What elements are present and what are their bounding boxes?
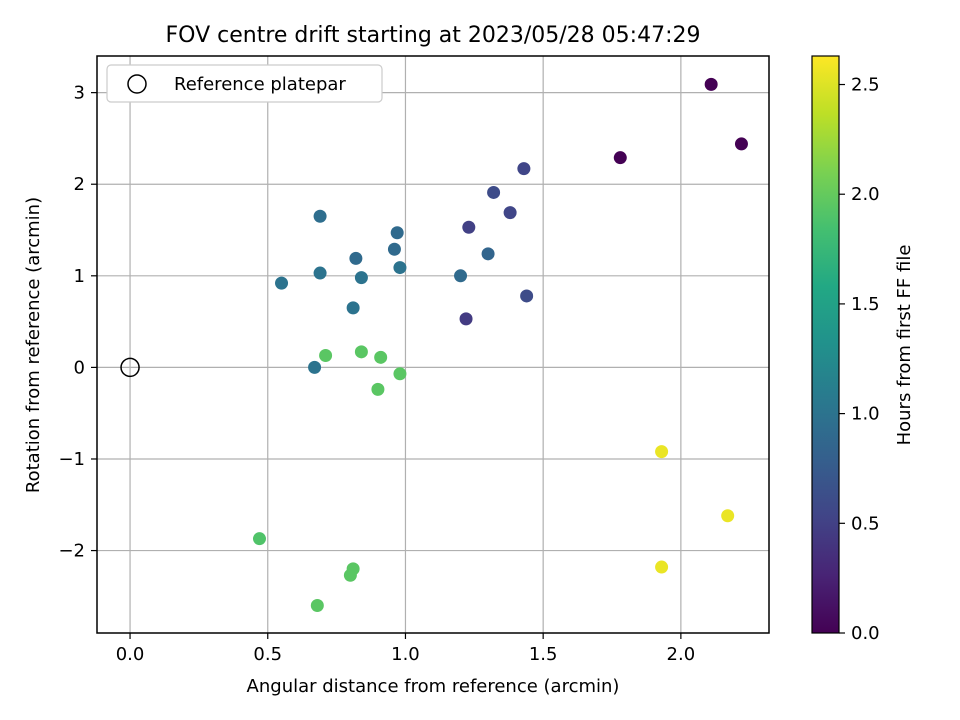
colorbar: 0.0 0.5 1.0 1.5 2.0 2.5 Hours from first FF f… bbox=[811, 55, 915, 644]
data-point bbox=[721, 509, 735, 523]
data-point bbox=[346, 301, 360, 315]
data-point bbox=[319, 348, 333, 362]
data-point bbox=[454, 269, 468, 283]
data-point bbox=[310, 599, 324, 613]
y-tick-label: −2 bbox=[58, 541, 85, 562]
grid-lines bbox=[97, 56, 769, 633]
colorbar-gradient bbox=[811, 55, 840, 634]
y-tick-label: 1 bbox=[74, 266, 85, 287]
data-point bbox=[487, 185, 501, 199]
data-point bbox=[252, 532, 266, 546]
colorbar-tick-label: 0.5 bbox=[851, 513, 880, 534]
x-tick-label: 0.0 bbox=[116, 644, 145, 665]
data-point bbox=[371, 382, 385, 396]
x-tick-label: 1.5 bbox=[529, 644, 558, 665]
data-point bbox=[459, 312, 473, 326]
data-point bbox=[354, 345, 368, 359]
legend-marker-icon bbox=[127, 74, 147, 94]
data-point bbox=[349, 251, 363, 265]
x-tick-label: 2.0 bbox=[667, 644, 696, 665]
y-axis-ticks: −2 −1 0 1 2 3 bbox=[58, 83, 97, 562]
x-axis-ticks: 0.0 0.5 1.0 1.5 2.0 bbox=[116, 633, 695, 665]
data-point bbox=[655, 445, 669, 459]
data-point bbox=[520, 289, 534, 303]
colorbar-tick-label: 0.0 bbox=[851, 623, 880, 644]
data-point bbox=[393, 367, 407, 381]
y-tick-label: −1 bbox=[58, 449, 85, 470]
colorbar-label: Hours from first FF file bbox=[894, 245, 915, 446]
colorbar-ticks: 0.0 0.5 1.0 1.5 2.0 2.5 bbox=[839, 75, 880, 644]
data-point bbox=[387, 242, 401, 256]
reference-marker bbox=[120, 357, 140, 378]
data-point bbox=[374, 350, 388, 364]
data-point bbox=[503, 206, 517, 220]
x-tick-label: 0.5 bbox=[253, 644, 282, 665]
data-point bbox=[275, 276, 289, 290]
data-point bbox=[313, 266, 327, 280]
data-point bbox=[704, 77, 718, 91]
data-point bbox=[354, 271, 368, 285]
data-point bbox=[734, 137, 748, 151]
data-point bbox=[393, 261, 407, 275]
legend: Reference platepar bbox=[106, 64, 383, 103]
data-point bbox=[613, 151, 627, 165]
legend-label: Reference platepar bbox=[174, 74, 346, 95]
y-tick-label: 0 bbox=[74, 357, 85, 378]
x-axis-label: Angular distance from reference (arcmin) bbox=[247, 676, 620, 697]
data-points bbox=[252, 77, 748, 613]
data-point bbox=[462, 220, 476, 234]
y-tick-label: 2 bbox=[74, 174, 85, 195]
colorbar-tick-label: 2.0 bbox=[851, 184, 880, 205]
data-point bbox=[655, 560, 669, 574]
colorbar-tick-label: 1.0 bbox=[851, 404, 880, 425]
data-point bbox=[308, 360, 322, 374]
legend-box bbox=[106, 64, 383, 103]
y-tick-label: 3 bbox=[74, 83, 85, 104]
data-point bbox=[517, 162, 531, 176]
colorbar-tick-label: 2.5 bbox=[851, 75, 880, 96]
colorbar-tick-label: 1.5 bbox=[851, 294, 880, 315]
data-point bbox=[313, 209, 327, 223]
x-tick-label: 1.0 bbox=[391, 644, 420, 665]
data-point bbox=[481, 247, 495, 261]
chart-title: FOV centre drift starting at 2023/05/28 … bbox=[166, 23, 701, 48]
y-axis-label: Rotation from reference (arcmin) bbox=[23, 197, 44, 493]
plot-frame bbox=[96, 55, 770, 634]
data-point bbox=[390, 226, 404, 240]
data-point bbox=[343, 568, 357, 582]
